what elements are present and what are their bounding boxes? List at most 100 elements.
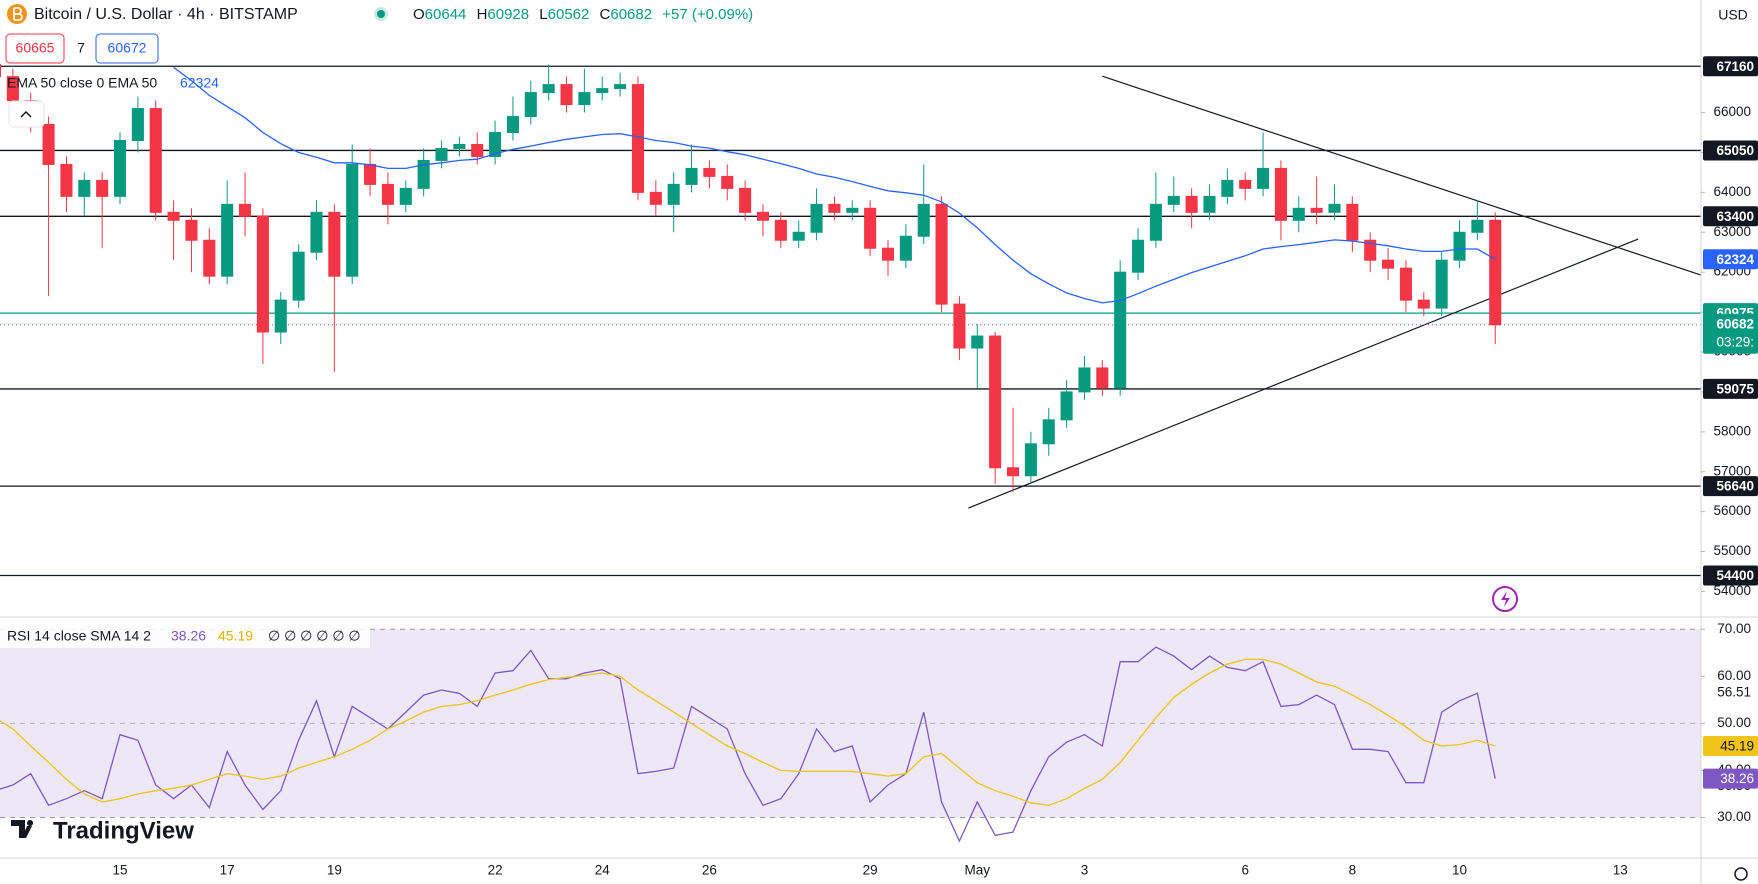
- rsi-legend-value: 38.26: [171, 628, 206, 644]
- y-tick-label: 57000: [1713, 463, 1751, 478]
- x-tick-label: 3: [1081, 863, 1089, 878]
- candle-body: [1024, 443, 1037, 477]
- candle-body: [739, 187, 752, 213]
- buy-button[interactable]: [95, 33, 159, 64]
- x-tick-label: 22: [488, 863, 503, 878]
- symbol-title: Bitcoin / U.S. Dollar · 4h · BITSTAMP: [34, 6, 298, 23]
- candle-body: [131, 108, 144, 141]
- rsi-tag-label: 45.19: [1720, 739, 1754, 754]
- y-tick-label: 66000: [1713, 104, 1751, 119]
- candle-body: [1060, 391, 1073, 421]
- level-tag-label: 59075: [1716, 381, 1754, 396]
- y-tick-label: 30.00: [1717, 809, 1751, 824]
- candle-body: [614, 84, 627, 90]
- candle-body: [649, 191, 662, 205]
- candle-body: [810, 203, 823, 233]
- rsi-sma-legend-value: 45.19: [218, 628, 253, 644]
- x-tick-label: 17: [220, 863, 235, 878]
- candle-body: [971, 335, 984, 349]
- settings-icon[interactable]: [1734, 867, 1748, 881]
- ema-line: [173, 66, 1496, 304]
- candle-body: [1078, 367, 1091, 393]
- candle-body: [1471, 219, 1484, 233]
- candle-body: [185, 219, 198, 241]
- candle-body: [542, 84, 555, 94]
- price-tags: 6716065050634006097559075566405440062324…: [1703, 56, 1758, 796]
- level-tag: [1703, 476, 1758, 497]
- buy-price[interactable]: 60672: [108, 40, 147, 56]
- candle-body: [239, 203, 252, 217]
- ohlc-value: 60682: [610, 6, 652, 23]
- candle-body: [1221, 179, 1234, 197]
- y-tick-label: 58000: [1713, 423, 1751, 438]
- candle-body: [203, 239, 216, 277]
- price-pane: [0, 64, 1701, 577]
- candle-body: [685, 167, 698, 185]
- candle-body: [167, 211, 180, 221]
- level-tag-label: 54400: [1716, 568, 1754, 583]
- candle-body: [489, 131, 502, 157]
- ohlc-value: 60644: [425, 6, 467, 23]
- level-tag-label: 63400: [1716, 209, 1754, 224]
- candle-body: [1435, 259, 1448, 309]
- ema-legend-value: 62324: [180, 75, 219, 91]
- sell-button[interactable]: [5, 33, 65, 64]
- candle-body: [596, 88, 609, 94]
- candle-body: [328, 211, 341, 277]
- countdown: 03:29:: [1716, 334, 1754, 349]
- candle-body: [42, 124, 55, 165]
- rsi-tag: [1703, 736, 1758, 757]
- candle-body: [310, 211, 323, 253]
- currency-box[interactable]: [1712, 2, 1754, 30]
- ohlc-change: +57 (+0.09%): [662, 6, 753, 23]
- collapse-button[interactable]: [8, 100, 45, 128]
- level-tag: [1703, 206, 1758, 227]
- candle-body: [113, 139, 127, 197]
- candle-body: [1132, 239, 1145, 273]
- candle-body: [846, 207, 859, 213]
- currency[interactable]: USD: [1718, 7, 1748, 23]
- logo: TradingView: [53, 817, 194, 844]
- candle-body: [1185, 195, 1198, 213]
- ohlc-key: C: [600, 6, 611, 23]
- rsi-placeholders: ∅ ∅ ∅ ∅ ∅ ∅: [268, 628, 361, 644]
- candle-body: [1382, 259, 1395, 269]
- last-price-label: 60682: [1716, 316, 1754, 331]
- candle-body: [524, 92, 537, 118]
- candle-body: [399, 187, 412, 205]
- y-tick-label: 55000: [1713, 543, 1751, 558]
- candle-body: [1292, 207, 1305, 221]
- ema-tag-label: 62324: [1716, 252, 1754, 267]
- x-tick-label: 19: [327, 863, 342, 878]
- candle-body: [149, 108, 162, 213]
- ema-tag: [1703, 249, 1758, 270]
- level-tag: [1703, 56, 1758, 77]
- ohlc-key: H: [477, 6, 488, 23]
- market-status: [377, 10, 385, 18]
- candle-body: [667, 183, 680, 205]
- candle-body: [453, 143, 466, 149]
- candle-body: [756, 211, 770, 221]
- ohlc-key: O: [413, 6, 425, 23]
- candle-body: [346, 163, 359, 277]
- ohlc-value: 60928: [487, 6, 529, 23]
- candle-body: [1257, 167, 1270, 189]
- x-tick-label: 6: [1241, 863, 1249, 878]
- coin-glyph: [13, 7, 23, 21]
- y-tick-label: 64000: [1713, 184, 1751, 199]
- candle-body: [0, 64, 2, 78]
- candle-body: [721, 175, 734, 189]
- candle-body: [792, 231, 805, 241]
- candle-body: [1114, 271, 1127, 389]
- candle-body: [60, 163, 73, 197]
- candle-body: [1274, 167, 1287, 221]
- sell-price[interactable]: 60665: [16, 40, 55, 56]
- level-tag: [1703, 378, 1758, 399]
- candle-body: [96, 179, 109, 197]
- alert-bolt: [1501, 591, 1510, 607]
- rsi-pane: [0, 628, 1701, 843]
- candle-body: [364, 163, 377, 185]
- y-tick-label: 56000: [1713, 503, 1751, 518]
